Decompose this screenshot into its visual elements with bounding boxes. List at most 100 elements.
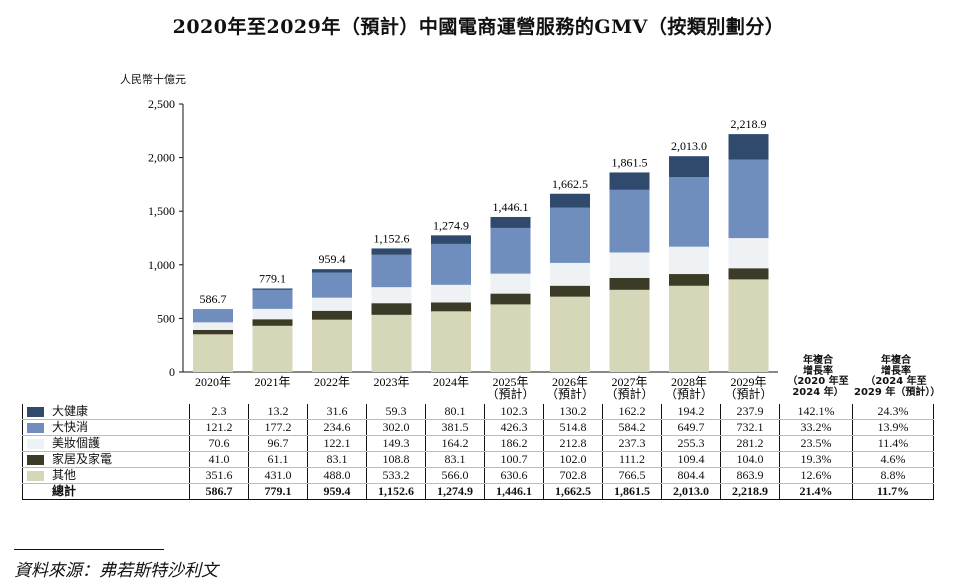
table-cell: 863.9 bbox=[720, 467, 780, 484]
table-cell: 302.0 bbox=[366, 419, 426, 436]
cagr-header-line: 年複合 bbox=[803, 355, 833, 366]
table-cell: 104.0 bbox=[720, 451, 780, 468]
cagr-header-line: 增長率 bbox=[803, 365, 833, 377]
total-label: 1,274.9 bbox=[433, 218, 469, 232]
table-cell: 702.8 bbox=[543, 467, 603, 484]
table-cell: 426.3 bbox=[484, 419, 544, 436]
table-cell: 1,274.9 bbox=[425, 483, 485, 500]
bar-segment-美妝個護 bbox=[728, 238, 769, 269]
bar-segment-大快消 bbox=[431, 243, 471, 285]
bar-segment-大快消 bbox=[252, 289, 293, 309]
cagr-header-line: （2020 年至 bbox=[787, 376, 849, 387]
y-tick-label: 2,000 bbox=[148, 151, 175, 165]
table-cell: 111.2 bbox=[602, 451, 662, 468]
table-cell: 649.7 bbox=[661, 419, 721, 436]
table-cell: 186.2 bbox=[484, 435, 544, 452]
bar-segment-家居及家電 bbox=[193, 329, 233, 335]
bar-segment-大快消 bbox=[669, 177, 709, 247]
table-cell: 130.2 bbox=[543, 404, 603, 420]
chart-title: 2020年至2029年（預計）中國電商運營服務的GMV（按類別劃分） bbox=[172, 16, 785, 38]
table-cell: 488.0 bbox=[307, 467, 367, 484]
x-tick-label: 2020年 bbox=[195, 375, 231, 389]
table-cell: 431.0 bbox=[248, 467, 308, 484]
table-cell: 766.5 bbox=[602, 467, 662, 484]
row-label: 大快消 bbox=[22, 419, 190, 436]
bar-segment-大快消 bbox=[609, 189, 650, 253]
table-cell: 164.2 bbox=[425, 435, 485, 452]
bar-segment-家居及家電 bbox=[312, 310, 352, 320]
total-label: 1,152.6 bbox=[374, 231, 410, 245]
legend-swatch bbox=[27, 407, 44, 418]
cagr-cell: 23.5% bbox=[779, 435, 853, 452]
total-label: 779.1 bbox=[259, 271, 286, 285]
legend-swatch bbox=[27, 471, 44, 482]
total-label: 959.4 bbox=[319, 252, 346, 266]
bar-segment-大健康 bbox=[490, 216, 531, 228]
bar-segment-大健康 bbox=[431, 235, 471, 244]
y-tick-label: 1,500 bbox=[148, 204, 175, 218]
table-cell: 959.4 bbox=[307, 483, 367, 500]
cagr-header-2020-2024: 年複合 增長率 （2020 年至 2024 年） bbox=[782, 355, 854, 398]
bar-segment-其他 bbox=[609, 289, 650, 372]
cagr-cell: 11.4% bbox=[852, 435, 934, 452]
table-cell: 70.6 bbox=[189, 435, 249, 452]
x-tick-label: 2022年 bbox=[314, 375, 350, 389]
bar-segment-家居及家電 bbox=[728, 268, 769, 280]
bar-segment-美妝個護 bbox=[669, 246, 709, 275]
bar-segment-美妝個護 bbox=[550, 262, 590, 286]
cagr-header-line: 增長率 bbox=[881, 365, 911, 377]
table-cell: 2,013.0 bbox=[661, 483, 721, 500]
legend-label: 大健康 bbox=[52, 404, 89, 418]
bar-segment-家居及家電 bbox=[252, 319, 293, 326]
data-table: 大健康 2.3 13.2 31.6 59.3 80.1 102.3 130.2 162.2 194… bbox=[22, 404, 934, 500]
x-tick-label: 2026年 bbox=[552, 375, 588, 389]
bar-segment-其他 bbox=[371, 314, 412, 372]
bar-segment-家居及家電 bbox=[669, 274, 709, 286]
table-cell: 237.3 bbox=[602, 435, 662, 452]
bar-segment-大快消 bbox=[371, 254, 412, 288]
table-cell: 102.0 bbox=[543, 451, 603, 468]
x-tick-label: 2025年 bbox=[492, 375, 528, 389]
x-tick-label: 2021年 bbox=[254, 375, 290, 389]
table-cell: 1,662.5 bbox=[543, 483, 603, 500]
cagr-header-line: （2024 年至 bbox=[865, 376, 927, 387]
x-tick-label: 2023年 bbox=[373, 375, 409, 389]
bar-segment-大快消 bbox=[193, 309, 233, 323]
cagr-cell: 142.1% bbox=[779, 404, 853, 420]
table-cell: 804.4 bbox=[661, 467, 721, 484]
bar-segment-大健康 bbox=[252, 288, 293, 290]
legend-label: 大快消 bbox=[52, 420, 89, 434]
total-label: 2,013.0 bbox=[671, 139, 707, 153]
table-cell: 96.7 bbox=[248, 435, 308, 452]
y-tick-label: 500 bbox=[157, 311, 175, 325]
table-cell: 13.2 bbox=[248, 404, 308, 420]
cagr-cell: 21.4% bbox=[779, 483, 853, 500]
cagr-header-line: 2024 年） bbox=[792, 386, 844, 398]
table-cell: 80.1 bbox=[425, 404, 485, 420]
row-label: 其他 bbox=[22, 467, 190, 484]
table-cell: 109.4 bbox=[661, 451, 721, 468]
table-cell: 630.6 bbox=[484, 467, 544, 484]
table-row: 大健康 2.3 13.2 31.6 59.3 80.1 102.3 130.2 162.2 194… bbox=[22, 404, 934, 420]
bar-segment-美妝個護 bbox=[371, 287, 412, 304]
bar-segment-美妝個護 bbox=[193, 322, 233, 330]
x-tick-note: （預計） bbox=[605, 386, 653, 401]
y-tick-label: 0 bbox=[169, 365, 175, 379]
table-row: 家居及家電 41.0 61.1 83.1 108.8 83.1 100.7 102.0 111.… bbox=[22, 451, 934, 468]
x-tick-label: 2029年 bbox=[730, 375, 766, 389]
bar-segment-大健康 bbox=[371, 248, 412, 255]
bar-segment-家居及家電 bbox=[609, 277, 650, 290]
total-label: 1,662.5 bbox=[552, 177, 588, 191]
table-row: 美妝個護 70.6 96.7 122.1 149.3 164.2 186.2 212.8 237… bbox=[22, 435, 934, 452]
x-tick-label: 2028年 bbox=[671, 375, 707, 389]
bar-segment-大健康 bbox=[728, 134, 769, 160]
table-cell: 102.3 bbox=[484, 404, 544, 420]
bar-segment-家居及家電 bbox=[490, 293, 531, 305]
cagr-cell: 33.2% bbox=[779, 419, 853, 436]
bar-segment-其他 bbox=[193, 334, 233, 372]
row-label: 家居及家電 bbox=[22, 451, 190, 468]
table-cell: 779.1 bbox=[248, 483, 308, 500]
y-axis-label: 人民幣十億元 bbox=[120, 73, 186, 86]
total-label: 1,446.1 bbox=[493, 200, 529, 214]
x-tick-note: （預計） bbox=[665, 386, 713, 401]
